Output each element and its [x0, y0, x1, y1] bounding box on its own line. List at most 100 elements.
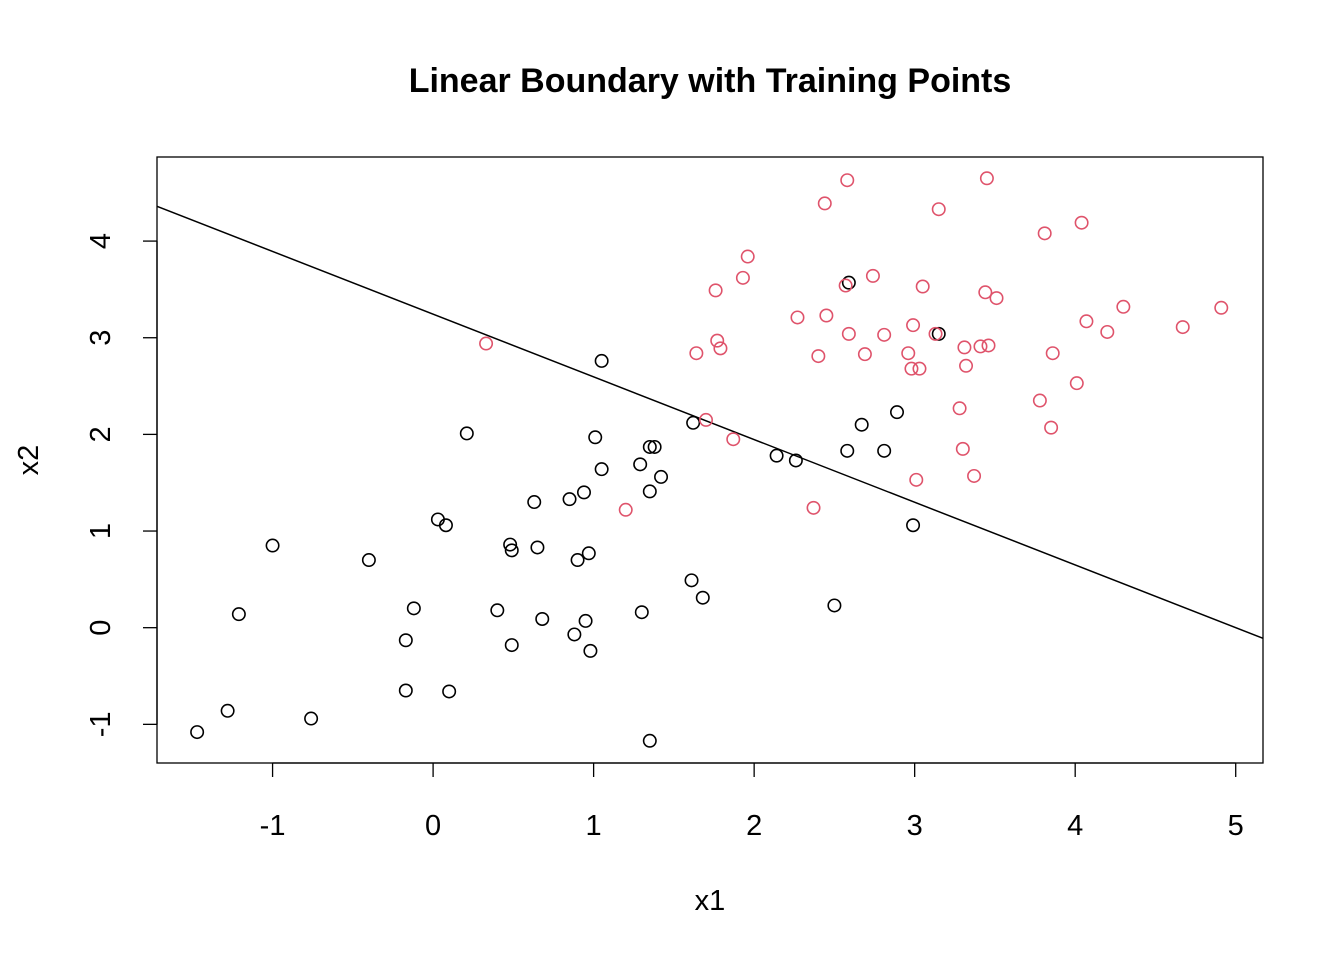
y-tick-label: 2: [85, 426, 117, 442]
data-point: [967, 468, 982, 483]
data-point: [740, 249, 755, 264]
data-point: [726, 432, 741, 447]
data-point: [398, 683, 413, 698]
data-point: [576, 485, 591, 500]
x-tick-label: 0: [425, 810, 441, 842]
data-point: [840, 173, 855, 188]
x-tick-label: 3: [907, 810, 923, 842]
data-point: [973, 339, 988, 354]
data-point: [1069, 376, 1084, 391]
y-tick-label: 0: [85, 620, 117, 636]
data-point: [890, 405, 905, 420]
data-point: [562, 492, 577, 507]
data-point: [304, 711, 319, 726]
data-point: [906, 318, 921, 333]
data-point: [952, 401, 967, 416]
data-point: [406, 601, 421, 616]
data-point: [840, 443, 855, 458]
data-point: [695, 590, 710, 605]
data-point: [857, 347, 872, 362]
data-point: [633, 457, 648, 472]
data-point: [710, 333, 725, 348]
data-point: [530, 540, 545, 555]
data-point: [654, 469, 669, 484]
data-point: [642, 439, 657, 454]
y-tick-label: 4: [85, 233, 117, 249]
data-point: [634, 605, 649, 620]
y-axis-label: x2: [13, 445, 45, 476]
data-point: [1074, 215, 1089, 230]
data-point: [594, 462, 609, 477]
data-point: [684, 573, 699, 588]
series-2: [479, 171, 1229, 517]
data-point: [827, 598, 842, 613]
data-point: [698, 412, 713, 427]
x-tick-label: 5: [1228, 810, 1244, 842]
data-point: [686, 415, 701, 430]
data-point: [877, 327, 892, 342]
x-tick-label: 1: [586, 810, 602, 842]
data-point: [841, 275, 856, 290]
data-point: [979, 171, 994, 186]
data-point: [928, 326, 943, 341]
data-point: [1175, 320, 1190, 335]
data-point: [838, 278, 853, 293]
data-point: [806, 500, 821, 515]
data-point: [1100, 324, 1115, 339]
data-point: [909, 472, 924, 487]
data-point: [479, 336, 494, 351]
data-point: [504, 543, 519, 558]
data-point: [361, 553, 376, 568]
chart-title: Linear Boundary with Training Points: [409, 62, 1012, 100]
data-point: [618, 502, 633, 517]
data-point: [735, 270, 750, 285]
data-point: [959, 358, 974, 373]
x-axis-label: x1: [695, 885, 726, 917]
data-point: [442, 684, 457, 699]
data-point: [220, 703, 235, 718]
data-point: [1116, 299, 1131, 314]
data-point: [989, 291, 1004, 306]
data-point: [854, 417, 869, 432]
data-point: [567, 627, 582, 642]
data-point: [583, 643, 598, 658]
plot-frame: [156, 156, 1264, 764]
data-point: [1032, 393, 1047, 408]
data-point: [535, 611, 550, 626]
x-tick-label: 4: [1067, 810, 1083, 842]
data-point: [981, 338, 996, 353]
data-point: [955, 441, 970, 456]
x-tick-label: -1: [260, 810, 286, 842]
data-point: [642, 733, 657, 748]
data-point: [459, 426, 474, 441]
data-point: [438, 518, 453, 533]
data-point: [904, 361, 919, 376]
data-point: [588, 430, 603, 445]
series-1: [190, 275, 946, 748]
plot-content: [157, 171, 1263, 748]
y-tick-label: 3: [85, 330, 117, 346]
data-point: [901, 346, 916, 361]
data-point: [398, 633, 413, 648]
y-tick-label: -1: [85, 711, 117, 737]
data-point: [819, 308, 834, 323]
data-point: [790, 310, 805, 325]
data-point: [570, 553, 585, 568]
data-point: [231, 607, 246, 622]
data-point: [190, 725, 205, 740]
data-point: [490, 603, 505, 618]
data-point: [931, 326, 946, 341]
data-point: [811, 349, 826, 364]
data-point: [788, 453, 803, 468]
data-point: [578, 613, 593, 628]
y-axis: -1 0 1 2 3 4: [85, 233, 158, 737]
data-point: [1044, 420, 1059, 435]
data-point: [265, 538, 280, 553]
data-point: [713, 341, 728, 356]
data-point: [978, 285, 993, 300]
data-point: [1037, 226, 1052, 241]
data-point: [912, 361, 927, 376]
data-point: [503, 537, 518, 552]
plot-area: [157, 171, 1263, 748]
